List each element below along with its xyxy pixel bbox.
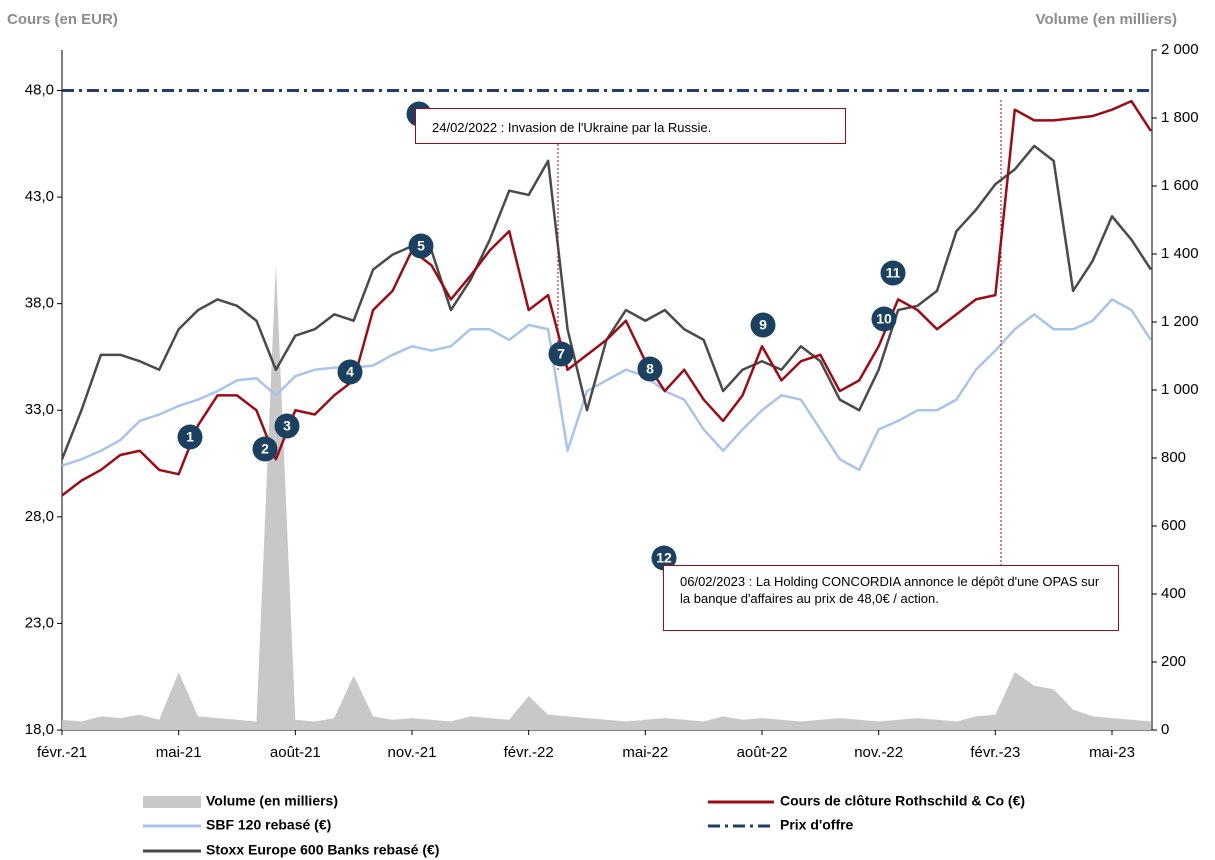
marker-circle: [880, 260, 906, 286]
y-tick-label: 33,0: [25, 401, 54, 418]
marker-label: 7: [557, 346, 565, 362]
event-marker: 1: [177, 424, 203, 450]
event-marker: 9: [750, 312, 776, 338]
y-tick-label: 18,0: [25, 721, 54, 738]
x-tick-label: nov.-21: [388, 744, 437, 761]
annotation-box: 24/02/2022 : Invasion de l'Ukraine par l…: [415, 108, 846, 144]
marker-label: 4: [346, 364, 354, 380]
marker-circle: [637, 356, 663, 382]
annotation-box: 06/02/2023 : La Holding CONCORDIA annonc…: [663, 565, 1119, 631]
marker-label: 9: [759, 317, 767, 333]
x-tick-label: août-22: [737, 744, 788, 761]
event-marker: 10: [871, 306, 897, 332]
y2-tick-label: 1 800: [1161, 109, 1199, 126]
y-tick-label: 38,0: [25, 295, 54, 312]
marker-circle: [177, 424, 203, 450]
event-marker: 12: [651, 545, 677, 571]
y-tick-label: 28,0: [25, 508, 54, 525]
y2-tick-label: 1 000: [1161, 381, 1199, 398]
y2-tick-label: 1 400: [1161, 245, 1199, 262]
marker-label: 2: [261, 441, 269, 457]
marker-label: 5: [417, 238, 425, 254]
event-marker: 7: [548, 341, 574, 367]
event-marker: 4: [337, 359, 363, 385]
event-marker: 3: [274, 413, 300, 439]
x-tick-label: mai-22: [622, 744, 668, 761]
y-axis-title: Cours (en EUR): [7, 11, 118, 28]
marker-circle: [274, 413, 300, 439]
marker-label: 12: [656, 550, 672, 566]
x-tick-label: févr.-22: [504, 744, 554, 761]
y2-tick-label: 1 600: [1161, 177, 1199, 194]
marker-circle: [651, 545, 677, 571]
event-marker: 8: [637, 356, 663, 382]
marker-label: 10: [876, 311, 892, 327]
y2-tick-label: 400: [1161, 585, 1186, 602]
y2-tick-label: 2 000: [1161, 41, 1199, 58]
legend-label: Volume (en milliers): [206, 793, 338, 809]
marker-circle: [252, 436, 278, 462]
y2-tick-label: 600: [1161, 517, 1186, 534]
x-tick-label: nov.-22: [854, 744, 903, 761]
y-tick-label: 43,0: [25, 188, 54, 205]
x-tick-label: août-21: [270, 744, 321, 761]
legend-label: Stoxx Europe 600 Banks rebasé (€): [206, 842, 439, 858]
legend-swatch: [143, 796, 201, 808]
series-line: [61, 99, 1152, 497]
marker-label: 3: [283, 418, 291, 434]
y2-axis-title: Volume (en milliers): [1036, 11, 1177, 28]
x-tick-label: févr.-21: [37, 744, 87, 761]
y2-tick-label: 1 200: [1161, 313, 1199, 330]
marker-circle: [548, 341, 574, 367]
legend-label: Prix d'offre: [780, 817, 854, 833]
event-marker: 5: [408, 233, 434, 259]
x-tick-label: mai-21: [156, 744, 202, 761]
event-marker: 11: [880, 260, 906, 286]
event-marker: 2: [252, 436, 278, 462]
y2-tick-label: 800: [1161, 449, 1186, 466]
legend-label: Cours de clôture Rothschild & Co (€): [780, 793, 1025, 809]
y2-tick-label: 200: [1161, 653, 1186, 670]
y-tick-label: 23,0: [25, 614, 54, 631]
x-tick-label: févr.-23: [970, 744, 1020, 761]
marker-circle: [871, 306, 897, 332]
marker-circle: [337, 359, 363, 385]
marker-circle: [750, 312, 776, 338]
y-tick-label: 48,0: [25, 81, 54, 98]
legend-label: SBF 120 rebasé (€): [206, 817, 331, 833]
marker-label: 1: [186, 429, 194, 445]
x-tick-label: mai-23: [1089, 744, 1135, 761]
marker-label: 8: [646, 361, 654, 377]
marker-circle: [408, 233, 434, 259]
series-line: [61, 298, 1152, 472]
series-line: [60, 144, 1152, 460]
y2-tick-label: 0: [1161, 721, 1169, 738]
marker-label: 11: [886, 265, 901, 281]
volume-area: [62, 264, 1151, 730]
